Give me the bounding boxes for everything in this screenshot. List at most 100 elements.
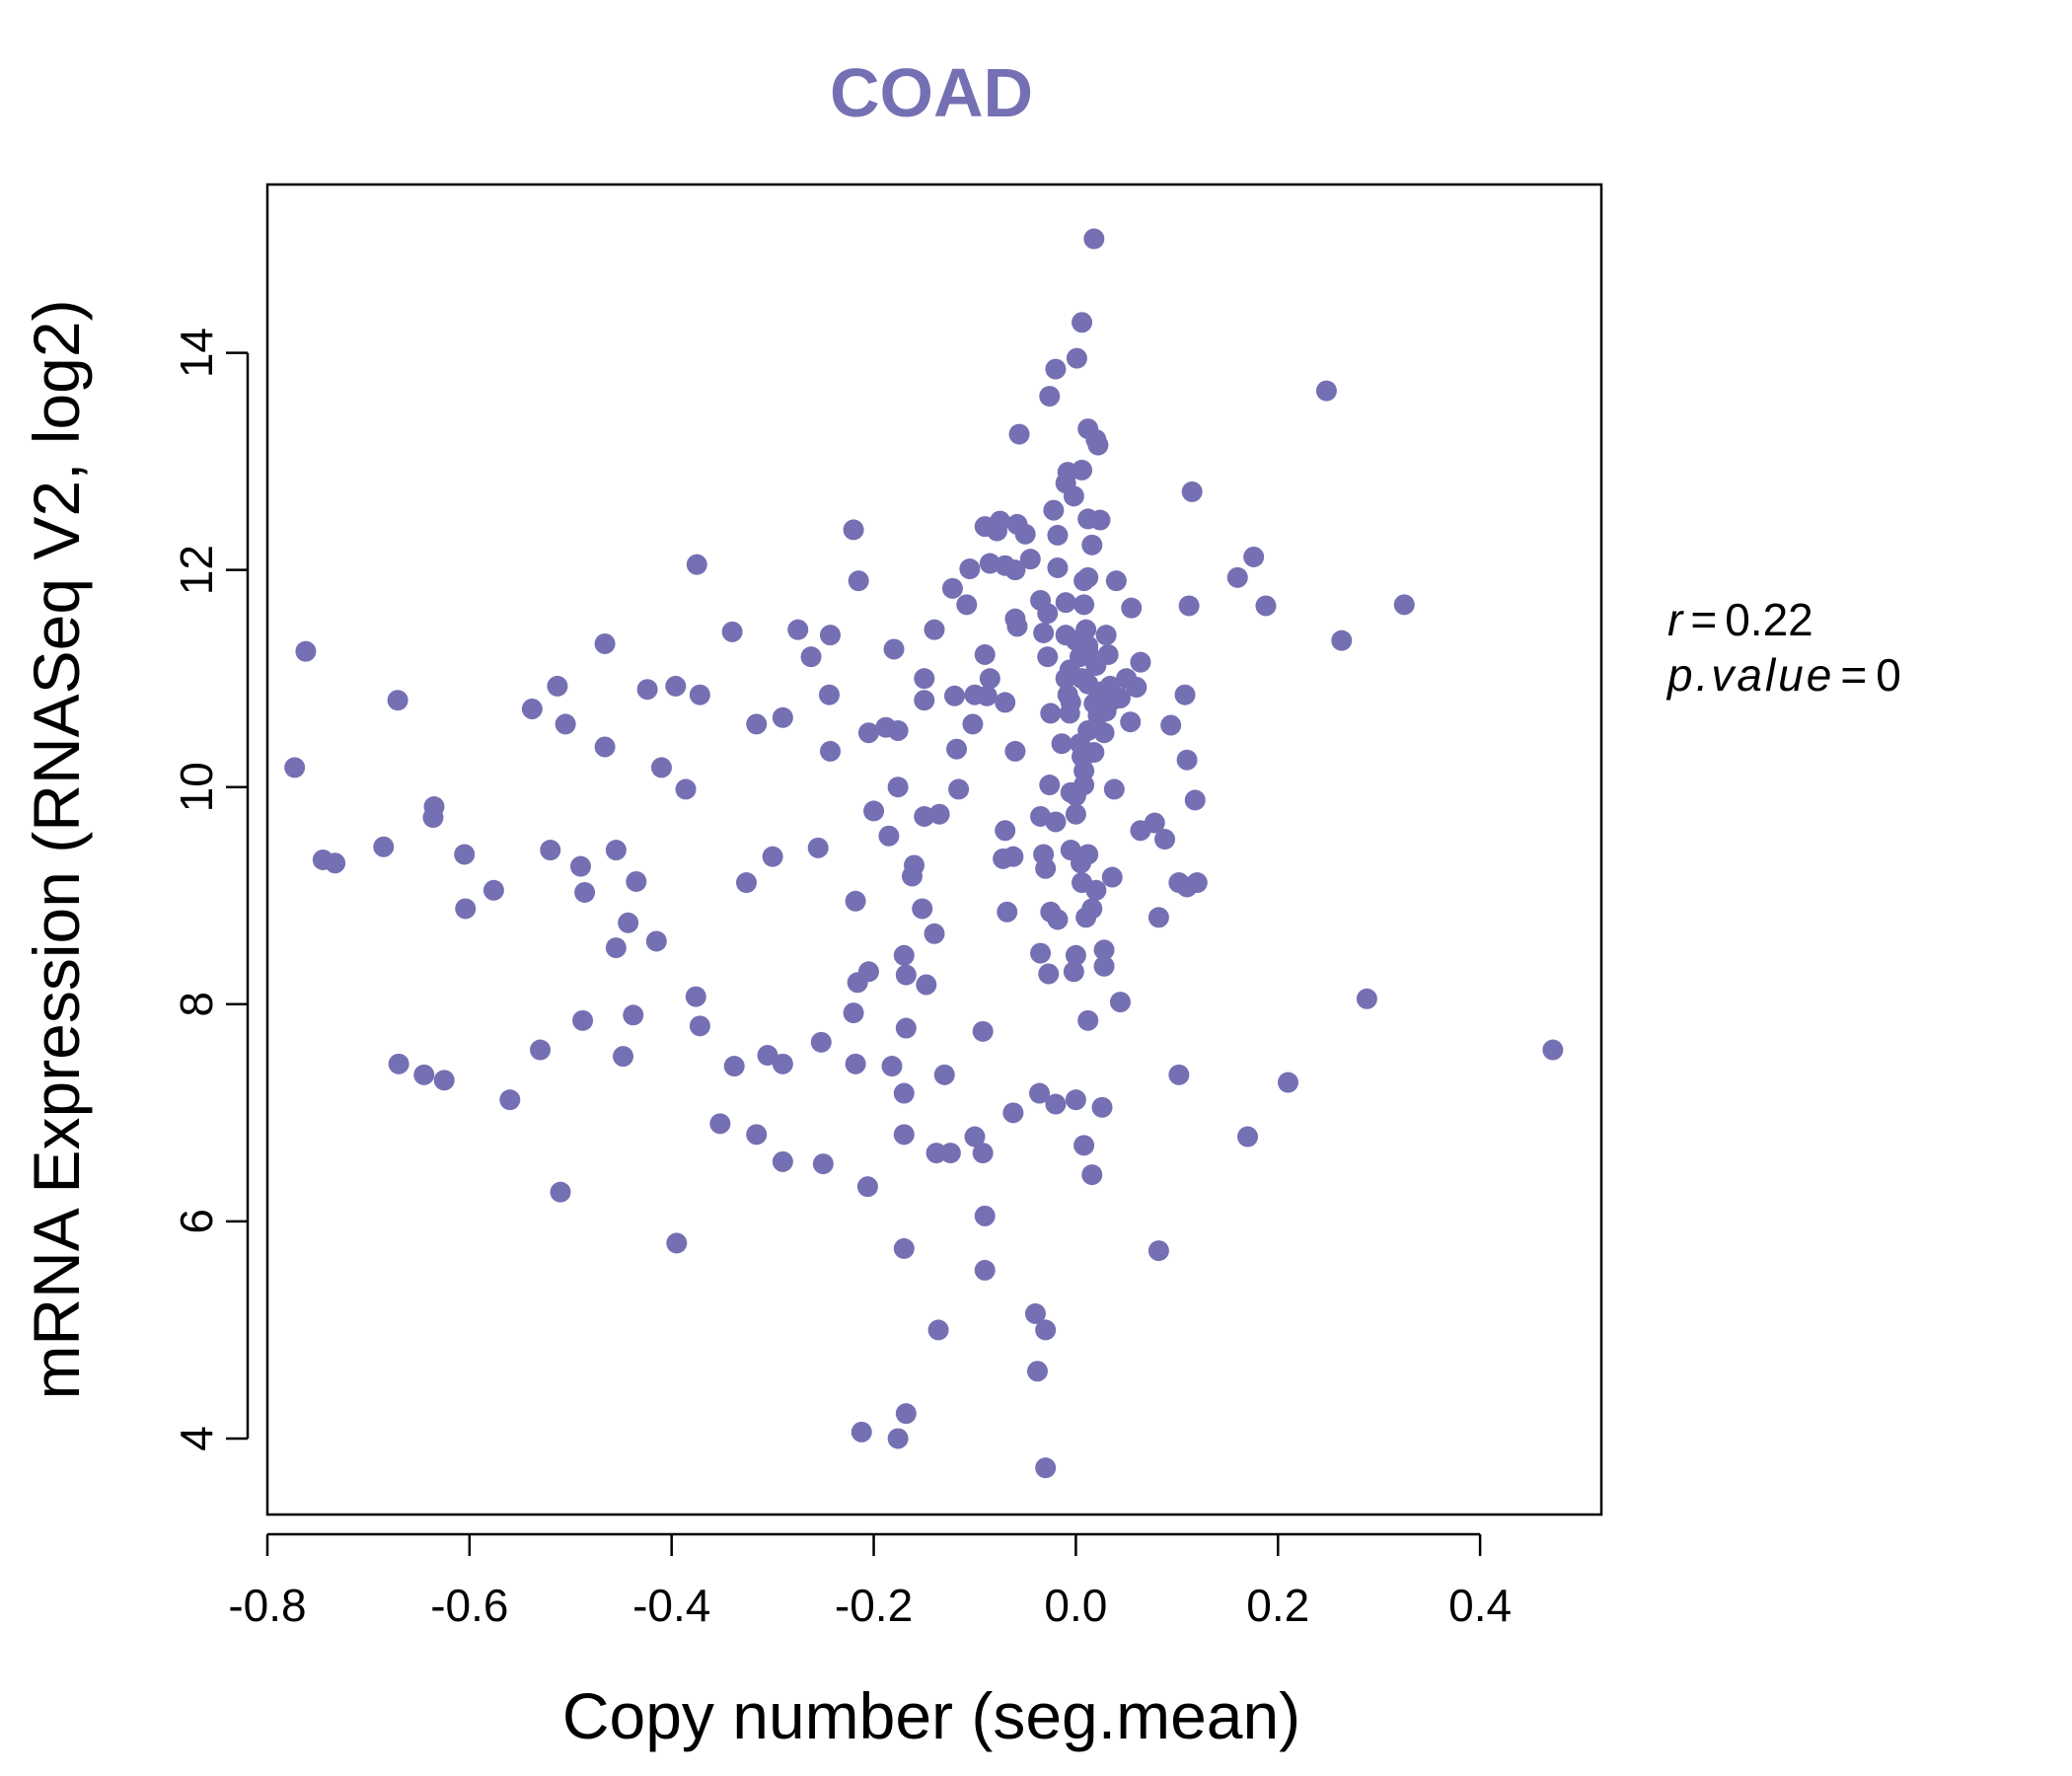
data-point: [1095, 625, 1117, 646]
data-point: [570, 855, 592, 877]
data-point: [845, 1053, 866, 1074]
data-point: [605, 937, 627, 959]
data-point: [916, 974, 937, 996]
pvalue-annotation: p.value = 0: [1665, 649, 1904, 701]
data-point: [895, 964, 917, 986]
data-point: [847, 972, 868, 994]
data-point: [1059, 703, 1080, 724]
data-point: [959, 558, 981, 580]
data-point: [863, 800, 885, 822]
data-point: [1093, 722, 1115, 744]
data-point: [1130, 651, 1151, 673]
data-point: [686, 554, 707, 575]
data-point: [1024, 1302, 1046, 1324]
data-point: [547, 675, 568, 697]
data-point: [413, 1064, 435, 1085]
y-tick-label: 8: [171, 992, 222, 1017]
data-point: [1160, 714, 1182, 736]
data-point: [1075, 907, 1097, 928]
data-point: [1126, 676, 1147, 698]
data-point: [757, 1045, 778, 1067]
data-point: [284, 757, 306, 778]
data-point: [422, 807, 444, 829]
data-point: [1039, 775, 1061, 796]
data-point: [787, 619, 809, 640]
data-point: [1277, 1072, 1298, 1093]
data-point: [387, 690, 408, 711]
data-point: [800, 646, 822, 668]
data-point: [997, 901, 1018, 923]
data-point: [995, 820, 1016, 842]
data-point: [956, 594, 978, 616]
data-point: [1176, 876, 1198, 898]
data-point: [772, 1053, 793, 1074]
data-point: [1065, 1089, 1086, 1111]
data-point: [979, 668, 1000, 690]
y-tick-label: 6: [171, 1209, 222, 1234]
data-point: [893, 1124, 915, 1146]
data-point: [1004, 559, 1026, 581]
data-point: [530, 1039, 552, 1061]
data-point: [995, 692, 1016, 713]
x-tick-label: 0.0: [1044, 1580, 1107, 1631]
data-point: [555, 713, 576, 735]
data-point: [1063, 961, 1084, 983]
data-point: [1037, 603, 1059, 625]
data-point: [1019, 549, 1041, 570]
data-point: [1065, 944, 1086, 966]
data-point: [623, 1004, 644, 1026]
data-point: [1035, 1457, 1057, 1479]
data-point: [1038, 963, 1060, 985]
data-point: [893, 1082, 915, 1104]
data-point: [772, 706, 793, 728]
data-point: [843, 519, 864, 541]
data-point: [1037, 646, 1059, 668]
data-point: [1085, 879, 1107, 901]
data-point: [1065, 803, 1086, 825]
data-point: [943, 685, 965, 706]
data-point: [1047, 524, 1069, 546]
data-point: [912, 898, 933, 920]
data-point: [1047, 909, 1069, 930]
data-point: [1045, 1093, 1067, 1115]
data-point: [550, 1181, 571, 1203]
data-point: [772, 1150, 793, 1172]
data-point: [1008, 423, 1030, 445]
data-point: [689, 684, 710, 705]
data-point: [1055, 592, 1076, 614]
data-point: [901, 865, 923, 887]
data-point: [521, 698, 543, 719]
data-point: [972, 1143, 994, 1164]
p-value: 0: [1876, 649, 1904, 701]
data-point: [1154, 829, 1176, 851]
data-point: [895, 1403, 917, 1425]
data-point: [1043, 499, 1065, 521]
data-point: [626, 870, 647, 892]
data-point: [1101, 866, 1123, 888]
data-point: [1147, 1240, 1169, 1262]
data-point: [914, 805, 935, 827]
r-label: r: [1667, 594, 1684, 645]
p-label: p.value: [1665, 649, 1834, 701]
data-point: [1002, 1102, 1024, 1124]
data-point: [883, 638, 905, 660]
data-point: [1077, 1009, 1099, 1031]
data-point: [1243, 546, 1265, 567]
chart-title: COAD: [830, 54, 1033, 131]
data-point: [746, 713, 768, 735]
data-point: [1237, 1126, 1259, 1147]
data-point: [964, 1126, 986, 1147]
data-point: [941, 577, 963, 599]
data-point: [540, 840, 561, 861]
x-tick-label: 0.2: [1246, 1580, 1309, 1631]
data-point: [1063, 485, 1084, 507]
data-point: [974, 1205, 996, 1226]
y-tick-label: 4: [171, 1426, 222, 1451]
data-point: [1004, 740, 1026, 762]
y-axis: 4 6 8 10 12 14: [171, 328, 250, 1451]
data-point: [1045, 358, 1067, 380]
data-point: [895, 1017, 917, 1039]
data-point: [1226, 566, 1248, 588]
data-point: [924, 619, 945, 640]
data-point: [878, 825, 900, 847]
